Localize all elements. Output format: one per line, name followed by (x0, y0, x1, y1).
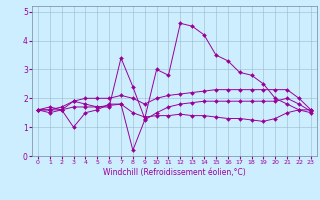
X-axis label: Windchill (Refroidissement éolien,°C): Windchill (Refroidissement éolien,°C) (103, 168, 246, 177)
